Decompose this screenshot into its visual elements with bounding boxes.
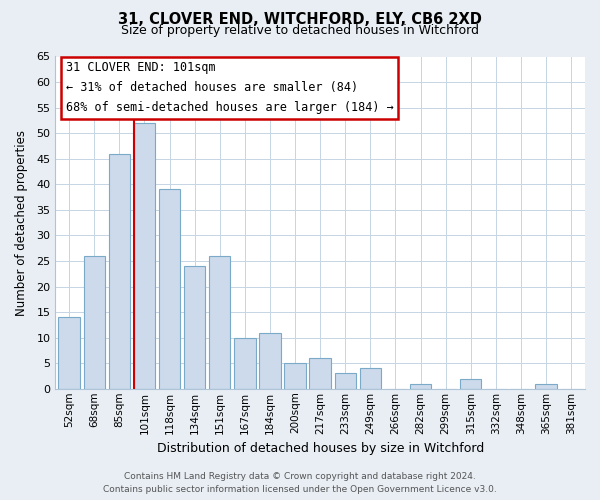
Bar: [359, 368, 381, 389]
Y-axis label: Number of detached properties: Number of detached properties: [15, 130, 28, 316]
Bar: [284, 363, 306, 389]
Bar: [234, 338, 256, 389]
Bar: [58, 317, 80, 389]
Bar: [184, 266, 205, 389]
Bar: [410, 384, 431, 389]
Bar: [83, 256, 105, 389]
Bar: [259, 332, 281, 389]
Bar: [209, 256, 230, 389]
Bar: [535, 384, 557, 389]
Text: Size of property relative to detached houses in Witchford: Size of property relative to detached ho…: [121, 24, 479, 37]
Bar: [109, 154, 130, 389]
Text: 31, CLOVER END, WITCHFORD, ELY, CB6 2XD: 31, CLOVER END, WITCHFORD, ELY, CB6 2XD: [118, 12, 482, 28]
Bar: [335, 374, 356, 389]
X-axis label: Distribution of detached houses by size in Witchford: Distribution of detached houses by size …: [157, 442, 484, 455]
Bar: [310, 358, 331, 389]
Text: Contains HM Land Registry data © Crown copyright and database right 2024.
Contai: Contains HM Land Registry data © Crown c…: [103, 472, 497, 494]
Bar: [460, 378, 481, 389]
Bar: [159, 190, 180, 389]
Bar: [134, 123, 155, 389]
Text: 31 CLOVER END: 101sqm
← 31% of detached houses are smaller (84)
68% of semi-deta: 31 CLOVER END: 101sqm ← 31% of detached …: [66, 62, 394, 114]
